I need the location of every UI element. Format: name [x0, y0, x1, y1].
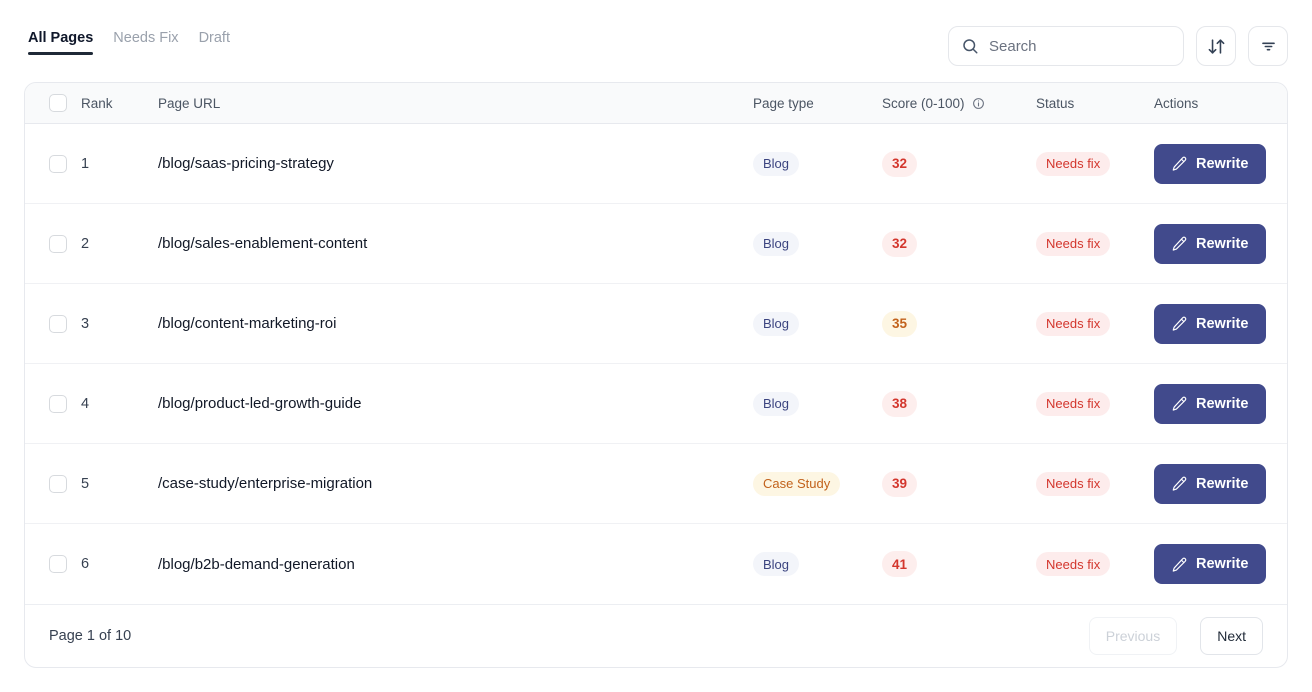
page-type-badge: Blog — [753, 231, 800, 256]
score-badge: 32 — [882, 230, 918, 257]
top-bar: All Pages Needs Fix Draft — [0, 0, 1312, 82]
table-body: 1 /blog/saas-pricing-strategy Blog 32 Ne… — [25, 124, 1287, 604]
rewrite-button[interactable]: Rewrite — [1154, 383, 1267, 424]
pages-table-card: Rank Page URL Page type Score (0-100) St… — [24, 82, 1288, 668]
score-badge: 41 — [882, 551, 918, 577]
table-row: 5 /case-study/enterprise-migration Case … — [25, 444, 1287, 524]
search-input[interactable] — [948, 26, 1184, 66]
tab-needs-fix[interactable]: Needs Fix — [113, 30, 178, 64]
header-status: Status — [1036, 95, 1075, 111]
page-type-badge: Blog — [753, 391, 800, 416]
row-checkbox[interactable] — [49, 394, 67, 413]
arrow-down-up-icon — [1208, 38, 1224, 54]
next-button[interactable]: Next — [1200, 617, 1263, 655]
page-info: Page 1 of 10 — [49, 628, 132, 644]
status-badge: Needs fix — [1036, 391, 1111, 416]
tab-bar: All Pages Needs Fix Draft — [28, 30, 230, 64]
toolbar — [948, 26, 1288, 66]
page-url-cell: /blog/sales-enablement-content — [158, 235, 368, 252]
page-url-cell: /blog/product-led-growth-guide — [158, 395, 362, 412]
page-type-badge: Case Study — [753, 471, 841, 496]
score-badge: 32 — [882, 150, 918, 177]
score-badge: 35 — [882, 310, 918, 337]
table-footer: Page 1 of 10 Previous Next — [25, 604, 1287, 667]
rewrite-button-label: Rewrite — [1196, 475, 1249, 492]
tab-draft[interactable]: Draft — [199, 30, 230, 64]
table-row: 2 /blog/sales-enablement-content Blog 32… — [25, 204, 1287, 284]
table-row: 1 /blog/saas-pricing-strategy Blog 32 Ne… — [25, 124, 1287, 204]
status-badge: Needs fix — [1036, 471, 1111, 496]
header-rank: Rank — [81, 95, 113, 111]
pagination: Previous Next — [1088, 617, 1263, 655]
rewrite-button[interactable]: Rewrite — [1154, 463, 1267, 504]
page-url-cell: /blog/b2b-demand-generation — [158, 555, 355, 573]
select-all-checkbox[interactable] — [49, 94, 67, 112]
rewrite-button-label: Rewrite — [1196, 235, 1249, 252]
rank-cell: 5 — [81, 475, 90, 492]
pencil-icon — [1172, 156, 1187, 171]
rewrite-button[interactable]: Rewrite — [1154, 223, 1267, 264]
filter-lines-icon — [1261, 42, 1275, 50]
info-icon[interactable] — [972, 97, 985, 110]
pencil-icon — [1172, 316, 1187, 331]
pencil-icon — [1172, 236, 1187, 251]
page-type-badge: Blog — [753, 552, 800, 576]
search-box — [948, 26, 1184, 66]
sort-button[interactable] — [1196, 26, 1236, 66]
rank-cell: 6 — [81, 556, 90, 572]
previous-button[interactable]: Previous — [1088, 617, 1178, 655]
rewrite-button-label: Rewrite — [1196, 315, 1249, 332]
rewrite-button[interactable]: Rewrite — [1154, 303, 1267, 344]
header-score: Score (0-100) — [882, 96, 1036, 111]
row-checkbox[interactable] — [49, 474, 67, 493]
row-checkbox[interactable] — [49, 555, 67, 573]
rewrite-button-label: Rewrite — [1196, 395, 1249, 412]
header-page-type: Page type — [753, 95, 814, 111]
tab-all-pages[interactable]: All Pages — [28, 30, 94, 64]
score-badge: 39 — [882, 470, 918, 497]
rewrite-button[interactable]: Rewrite — [1154, 143, 1267, 184]
table-header-row: Rank Page URL Page type Score (0-100) St… — [25, 83, 1287, 124]
rank-cell: 1 — [81, 155, 90, 172]
row-checkbox[interactable] — [49, 314, 67, 333]
rank-cell: 2 — [81, 235, 90, 252]
pencil-icon — [1172, 557, 1187, 572]
status-badge: Needs fix — [1036, 231, 1111, 256]
status-badge: Needs fix — [1036, 151, 1111, 176]
header-score-label: Score (0-100) — [882, 95, 965, 111]
status-badge: Needs fix — [1036, 552, 1111, 576]
rewrite-button-label: Rewrite — [1196, 556, 1249, 572]
header-page-url: Page URL — [158, 95, 221, 111]
header-actions: Actions — [1154, 95, 1199, 111]
status-badge: Needs fix — [1036, 311, 1111, 336]
rank-cell: 3 — [81, 315, 90, 332]
filter-button[interactable] — [1248, 26, 1288, 66]
rewrite-button-label: Rewrite — [1196, 155, 1249, 172]
row-checkbox[interactable] — [49, 234, 67, 253]
table-row: 6 /blog/b2b-demand-generation Blog 41 Ne… — [25, 524, 1287, 604]
page-url-cell: /blog/saas-pricing-strategy — [158, 155, 334, 172]
pencil-icon — [1172, 476, 1187, 491]
score-badge: 38 — [882, 390, 918, 417]
table-row: 4 /blog/product-led-growth-guide Blog 38… — [25, 364, 1287, 444]
rewrite-button[interactable]: Rewrite — [1154, 544, 1267, 584]
page-type-badge: Blog — [753, 151, 800, 176]
page-url-cell: /blog/content-marketing-roi — [158, 315, 337, 332]
row-checkbox[interactable] — [49, 154, 67, 173]
page-url-cell: /case-study/enterprise-migration — [158, 475, 373, 492]
page-type-badge: Blog — [753, 311, 800, 336]
table-row: 3 /blog/content-marketing-roi Blog 35 Ne… — [25, 284, 1287, 364]
rank-cell: 4 — [81, 395, 90, 412]
pencil-icon — [1172, 396, 1187, 411]
